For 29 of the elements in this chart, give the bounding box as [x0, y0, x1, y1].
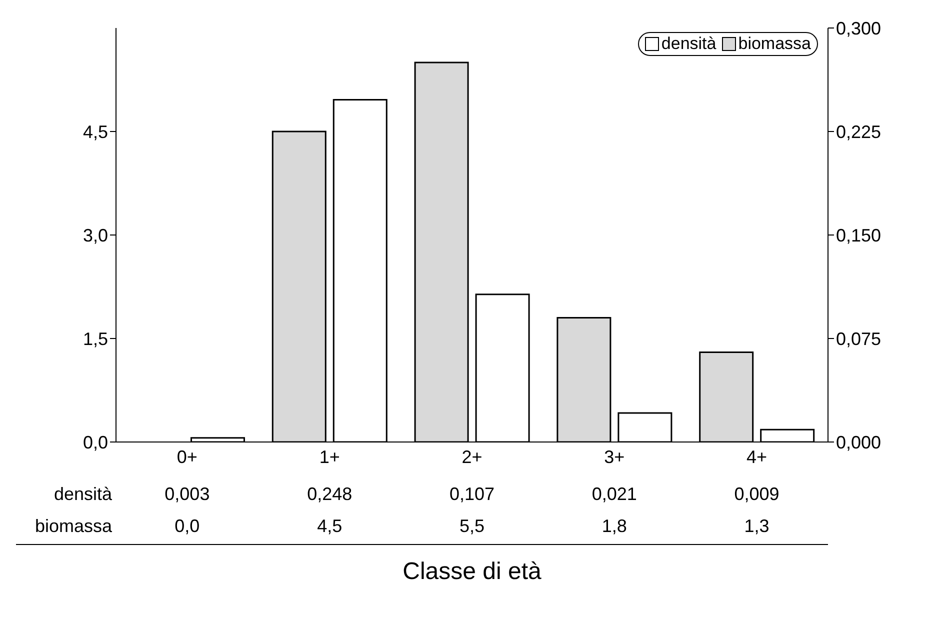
x-tick-label: 3+	[604, 446, 625, 467]
x-tick-label: 4+	[746, 446, 768, 467]
x-axis-title: Classe di età	[402, 558, 542, 586]
y-tick-label: 3,0	[82, 225, 108, 246]
data-label: 0,248	[306, 484, 354, 505]
x-tick-label: 2+	[462, 446, 482, 467]
text: densità	[54, 484, 112, 504]
data-label: 0,009	[733, 484, 780, 505]
data-label: 1,3	[743, 516, 770, 537]
y-tick-label: 1,5	[82, 328, 108, 349]
legend-label: biomassa	[737, 34, 811, 54]
y2-tick-label: 0,150	[836, 225, 882, 246]
data-label: 0,021	[590, 484, 638, 505]
x-tick-label: 1+	[319, 446, 340, 467]
y2-tick-label: 0,225	[836, 122, 882, 142]
x-tick-label: 0+	[176, 446, 198, 467]
data-label: 4,5	[316, 516, 344, 537]
data-label: 0,107	[448, 484, 496, 505]
data-label: 5,5	[458, 516, 486, 537]
data-label: 0,0	[174, 516, 201, 537]
text: biomassa	[34, 516, 112, 536]
data-label: 1,8	[600, 516, 628, 537]
y-tick-label: 0,0	[82, 432, 108, 452]
y2-tick-label: 0,075	[836, 328, 882, 349]
data-label: 0,003	[164, 484, 211, 505]
y2-tick-label: 0,000	[836, 432, 882, 452]
legend-label: densità	[660, 34, 716, 54]
y2-tick-label: 0,300	[836, 18, 882, 38]
y-tick-label: 4,5	[82, 122, 108, 142]
